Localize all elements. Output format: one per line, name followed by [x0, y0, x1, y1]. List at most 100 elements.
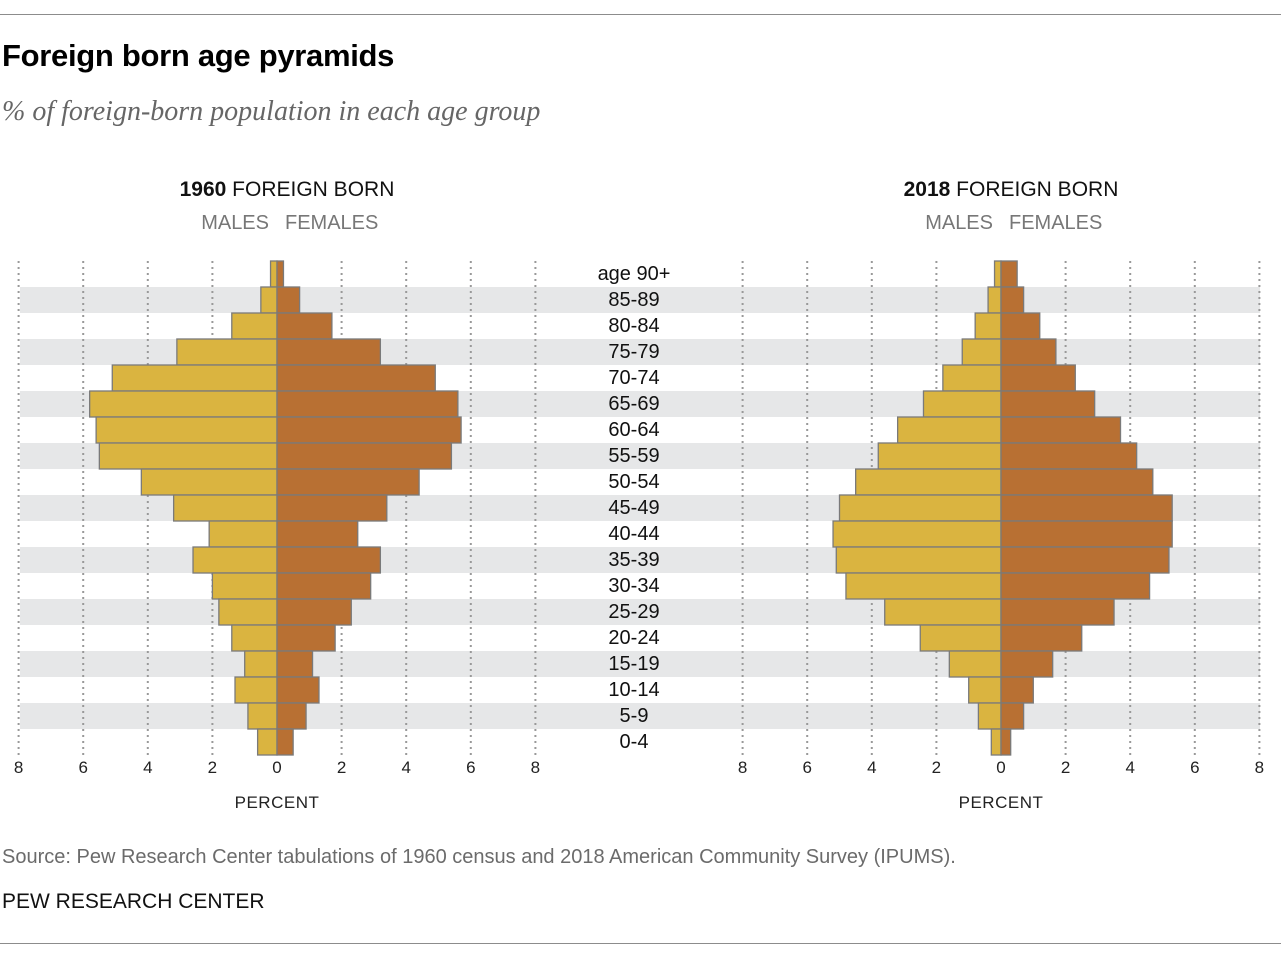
bar-males-65-69: [89, 390, 278, 418]
age-group-label: 50-54: [608, 471, 659, 493]
bar-females-20-24: [276, 624, 336, 652]
pyramid-title: 2018 FOREIGN BORN: [904, 178, 1119, 201]
legend-males: MALES: [925, 212, 993, 234]
x-tick-label: 2: [208, 758, 217, 777]
bar-males-age 90+: [993, 260, 1002, 288]
bar-females-10-14: [1000, 676, 1034, 704]
row-band: [20, 703, 1260, 729]
bar-males-80-84: [231, 312, 278, 340]
legend-females: FEMALES: [285, 212, 378, 234]
bar-females-70-74: [1000, 364, 1076, 392]
bar-males-25-29: [884, 598, 1002, 626]
bar-females-75-79: [276, 338, 382, 366]
age-group-label: 70-74: [608, 367, 659, 389]
bar-females-35-39: [276, 546, 382, 574]
bar-females-15-19: [1000, 650, 1054, 678]
bar-males-5-9: [977, 702, 1002, 730]
x-tick-label: 6: [1190, 758, 1199, 777]
bar-males-age 90+: [269, 260, 278, 288]
legend-males: MALES: [201, 212, 269, 234]
bar-males-75-79: [176, 338, 278, 366]
bar-males-35-39: [835, 546, 1002, 574]
credit: PEW RESEARCH CENTER: [2, 890, 265, 913]
age-group-label: 75-79: [608, 341, 659, 363]
chart-title: Foreign born age pyramids: [2, 38, 395, 73]
bar-females-45-49: [1000, 494, 1173, 522]
bar-females-0-4: [276, 728, 294, 756]
x-tick-label: 2: [932, 758, 941, 777]
bar-females-25-29: [1000, 598, 1115, 626]
x-axis-label: PERCENT: [235, 793, 320, 812]
age-group-label: 55-59: [608, 445, 659, 467]
bar-males-70-74: [942, 364, 1002, 392]
bar-females-55-59: [1000, 442, 1138, 470]
bar-females-5-9: [276, 702, 307, 730]
age-group-label: 20-24: [608, 627, 659, 649]
bar-males-85-89: [260, 286, 278, 314]
bar-males-0-4: [990, 728, 1002, 756]
age-group-label: 40-44: [608, 523, 659, 545]
bar-males-55-59: [98, 442, 278, 470]
bar-males-85-89: [987, 286, 1002, 314]
x-tick-label: 8: [14, 758, 23, 777]
bar-females-60-64: [276, 416, 462, 444]
bar-females-85-89: [1000, 286, 1025, 314]
pyramid-charts: 8 6 4 2 0 2 4 6 8 PERCENT 1960 FOREIGN BORN MALES FE…: [14, 178, 1264, 812]
bar-females-0-4: [1000, 728, 1012, 756]
x-tick-label: 0: [996, 758, 1005, 777]
bar-males-70-74: [111, 364, 278, 392]
row-band: [20, 651, 1260, 677]
bar-females-30-34: [1000, 572, 1151, 600]
bar-females-45-49: [276, 494, 388, 522]
bar-females-40-44: [276, 520, 359, 548]
bar-females-50-54: [276, 468, 420, 496]
bar-females-60-64: [1000, 416, 1122, 444]
top-rule: [0, 14, 1281, 15]
bar-males-40-44: [832, 520, 1002, 548]
x-tick-label: 4: [401, 758, 410, 777]
x-tick-label: 0: [272, 758, 281, 777]
age-group-label: 80-84: [608, 315, 659, 337]
age-group-label: 35-39: [608, 549, 659, 571]
x-axis-label: PERCENT: [959, 793, 1044, 812]
bar-males-40-44: [208, 520, 278, 548]
bar-males-30-34: [211, 572, 278, 600]
chart-subtitle: % of foreign-born population in each age…: [2, 96, 541, 127]
x-tick-label: 6: [466, 758, 475, 777]
x-tick-label: 4: [867, 758, 876, 777]
x-tick-label: 2: [1061, 758, 1070, 777]
age-group-label: 15-19: [608, 653, 659, 675]
bar-males-10-14: [234, 676, 278, 704]
bar-females-25-29: [276, 598, 352, 626]
bar-males-45-49: [172, 494, 278, 522]
bar-females-80-84: [276, 312, 333, 340]
bar-males-25-29: [218, 598, 278, 626]
bar-females-40-44: [1000, 520, 1173, 548]
x-tick-label: 8: [738, 758, 747, 777]
bar-females-age 90+: [1000, 260, 1018, 288]
bar-males-50-54: [140, 468, 278, 496]
bottom-rule: [0, 943, 1281, 944]
bar-males-60-64: [896, 416, 1002, 444]
bar-males-30-34: [845, 572, 1002, 600]
age-group-label: 30-34: [608, 575, 659, 597]
bar-males-10-14: [968, 676, 1002, 704]
bar-females-85-89: [276, 286, 301, 314]
bar-females-15-19: [276, 650, 314, 678]
age-group-label: age 90+: [598, 263, 671, 285]
bar-females-75-79: [1000, 338, 1057, 366]
bar-females-55-59: [276, 442, 453, 470]
source-note: Source: Pew Research Center tabulations …: [2, 846, 956, 868]
x-tick-label: 8: [1255, 758, 1264, 777]
bar-males-45-49: [838, 494, 1002, 522]
bar-females-10-14: [276, 676, 320, 704]
bar-females-35-39: [1000, 546, 1170, 574]
bar-males-15-19: [244, 650, 278, 678]
bar-females-5-9: [1000, 702, 1025, 730]
pyramid-title: 1960 FOREIGN BORN: [180, 178, 395, 201]
bar-males-35-39: [192, 546, 278, 574]
bar-females-20-24: [1000, 624, 1083, 652]
age-group-label: 25-29: [608, 601, 659, 623]
age-group-label: 85-89: [608, 289, 659, 311]
bar-females-65-69: [1000, 390, 1096, 418]
